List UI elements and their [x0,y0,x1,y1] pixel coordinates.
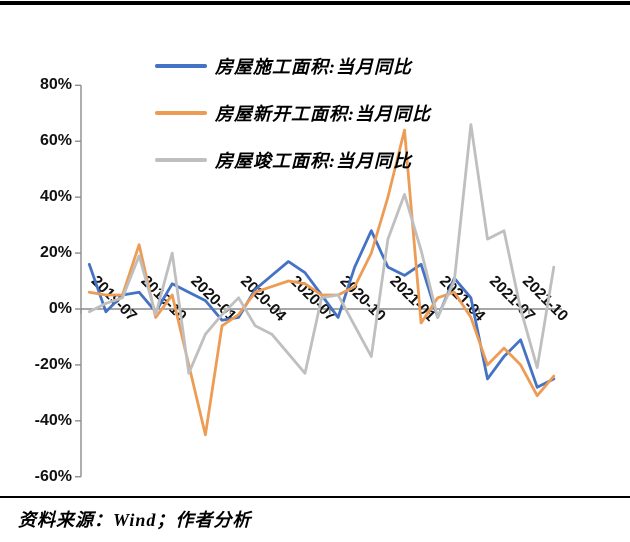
legend-item-completions: 房屋竣工面积:当月同比 [155,136,431,183]
legend-label: 房屋新开工面积:当月同比 [215,103,431,124]
top-divider [0,1,630,5]
y-axis-label: 80% [39,76,72,94]
x-axis-label: 2020-07 [287,273,339,325]
legend-line-swatch-gray [155,157,207,162]
y-axis-label: -60% [34,467,72,485]
legend-line-swatch-blue [155,63,207,68]
legend-label: 房屋竣工面积:当月同比 [215,150,412,171]
y-axis-label: -40% [34,411,72,429]
bottom-divider [0,496,630,498]
source-note: 资料来源：Wind；作者分析 [18,510,252,530]
y-axis-label: 40% [39,188,72,206]
y-axis-label: 0% [48,300,72,317]
series-line-1 [87,128,556,437]
legend-item-new-starts: 房屋新开工面积:当月同比 [155,89,431,136]
series-line-2 [87,123,556,375]
legend-line-swatch-orange [155,110,207,115]
chart-legend: 房屋施工面积:当月同比 房屋新开工面积:当月同比 房屋竣工面积:当月同比 [155,42,431,183]
y-axis-label: 60% [39,132,72,150]
x-axis-label: 2020-04 [237,273,290,326]
legend-label: 房屋施工面积:当月同比 [215,56,412,77]
y-axis-label: 20% [39,244,72,262]
x-axis-label: 2021-04 [436,273,489,326]
legend-item-construction: 房屋施工面积:当月同比 [155,42,431,89]
y-axis-label: -20% [34,355,72,373]
